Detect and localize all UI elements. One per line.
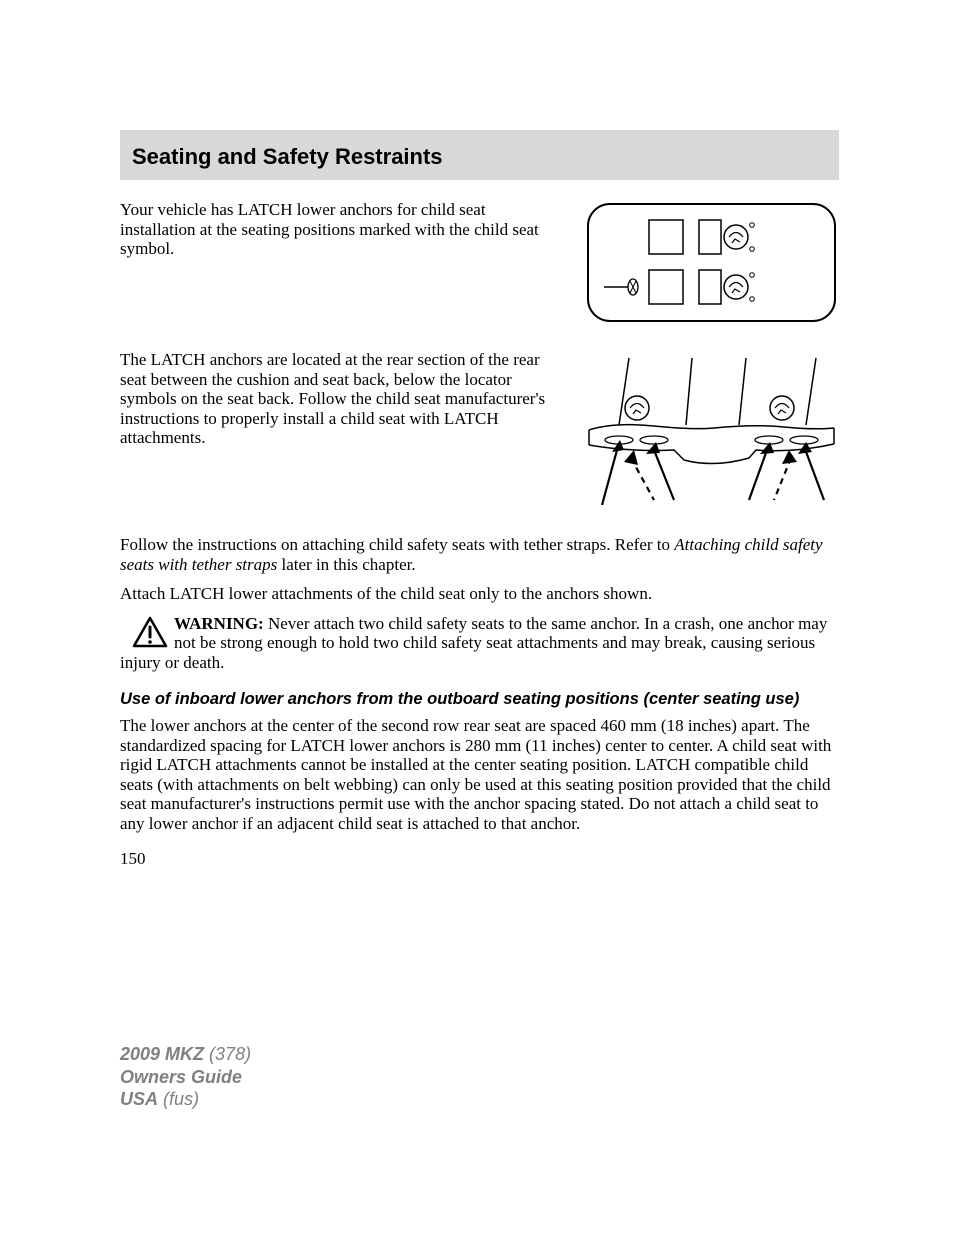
warning-label: WARNING: (174, 614, 264, 633)
footer-region: USA (120, 1089, 158, 1109)
footer-model: 2009 MKZ (120, 1044, 204, 1064)
section-1-row: Your vehicle has LATCH lower anchors for… (120, 200, 839, 330)
seat-cross-section-diagram (584, 350, 839, 515)
warning-block: WARNING: Never attach two child safety s… (120, 614, 839, 673)
section-2-row: The LATCH anchors are located at the rea… (120, 350, 839, 515)
footer-region-code: (fus) (158, 1089, 199, 1109)
tether-text-a: Follow the instructions on attaching chi… (120, 535, 674, 554)
section-title: Seating and Safety Restraints (132, 144, 827, 170)
attach-lower-paragraph: Attach LATCH lower attachments of the ch… (120, 584, 839, 604)
seat-top-view-icon (584, 200, 839, 325)
seat-position-diagram (584, 200, 839, 330)
inboard-anchors-paragraph: The lower anchors at the center of the s… (120, 716, 839, 833)
page-number: 150 (120, 849, 839, 869)
inboard-anchors-heading: Use of inboard lower anchors from the ou… (120, 690, 839, 710)
footer-model-code: (378) (204, 1044, 251, 1064)
section-2-text: The LATCH anchors are located at the rea… (120, 350, 564, 448)
footer-line-3: USA (fus) (120, 1088, 251, 1111)
section-1-text: Your vehicle has LATCH lower anchors for… (120, 200, 564, 259)
footer-line-2: Owners Guide (120, 1066, 251, 1089)
footer-line-1: 2009 MKZ (378) (120, 1043, 251, 1066)
warning-triangle-icon (132, 616, 168, 653)
page-content: Seating and Safety Restraints Your vehic… (0, 0, 954, 869)
footer-block: 2009 MKZ (378) Owners Guide USA (fus) (120, 1043, 251, 1111)
latch-anchor-location-icon (584, 350, 839, 510)
tether-strap-paragraph: Follow the instructions on attaching chi… (120, 535, 839, 574)
tether-text-c: later in this chapter. (277, 555, 415, 574)
section-header-bar: Seating and Safety Restraints (120, 130, 839, 180)
